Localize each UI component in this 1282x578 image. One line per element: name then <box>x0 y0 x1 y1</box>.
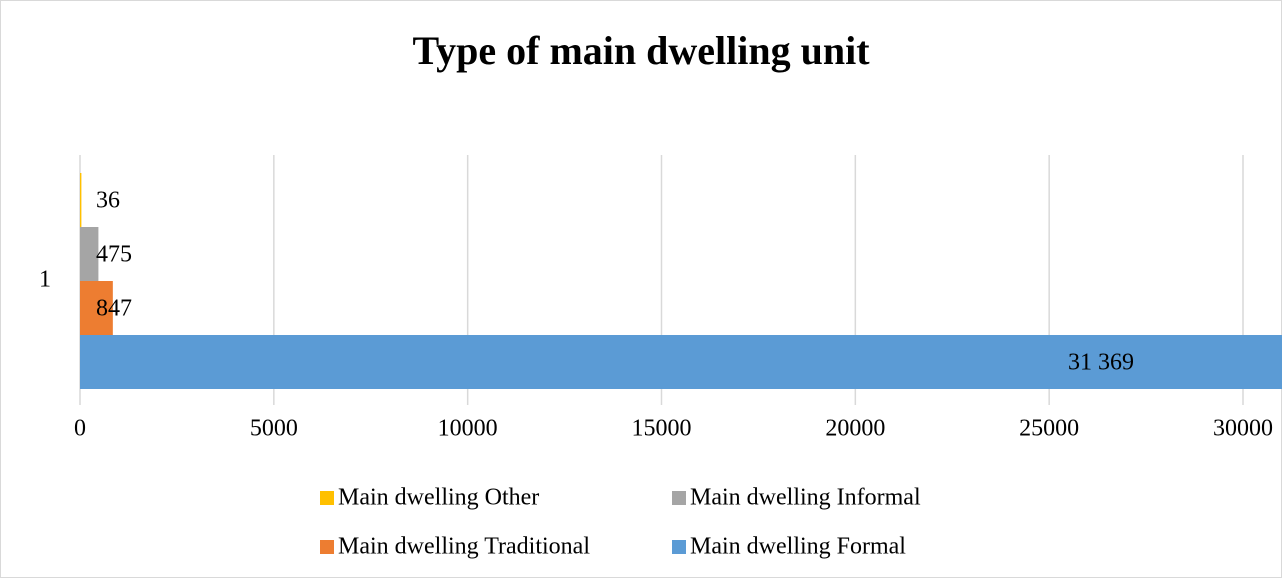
x-tick-label: 20000 <box>825 416 885 442</box>
legend-label: Main dwelling Traditional <box>338 534 590 560</box>
x-tick-label: 10000 <box>438 416 498 442</box>
y-tick-label: 1 <box>39 267 51 293</box>
data-label: 475 <box>96 242 132 268</box>
legend-label: Main dwelling Other <box>338 485 539 511</box>
data-label: 31 369 <box>1068 350 1134 376</box>
bar <box>80 281 113 335</box>
chart-title: Type of main dwelling unit <box>412 28 870 73</box>
legend-swatch <box>672 491 686 505</box>
legend-swatch <box>672 540 686 554</box>
data-label: 847 <box>96 296 132 322</box>
data-label: 36 <box>96 188 120 214</box>
legend-label: Main dwelling Informal <box>690 485 921 511</box>
legend-label: Main dwelling Formal <box>690 534 906 560</box>
x-tick-label: 15000 <box>632 416 692 442</box>
bars <box>80 173 1282 389</box>
bar <box>80 173 82 227</box>
x-tick-label: 5000 <box>250 416 298 442</box>
legend-swatch <box>320 491 334 505</box>
x-tick-label: 25000 <box>1019 416 1079 442</box>
x-tick-label: 30000 <box>1213 416 1273 442</box>
x-tick-label: 0 <box>74 416 86 442</box>
legend-swatch <box>320 540 334 554</box>
bar <box>80 335 1282 389</box>
bar <box>80 227 99 281</box>
